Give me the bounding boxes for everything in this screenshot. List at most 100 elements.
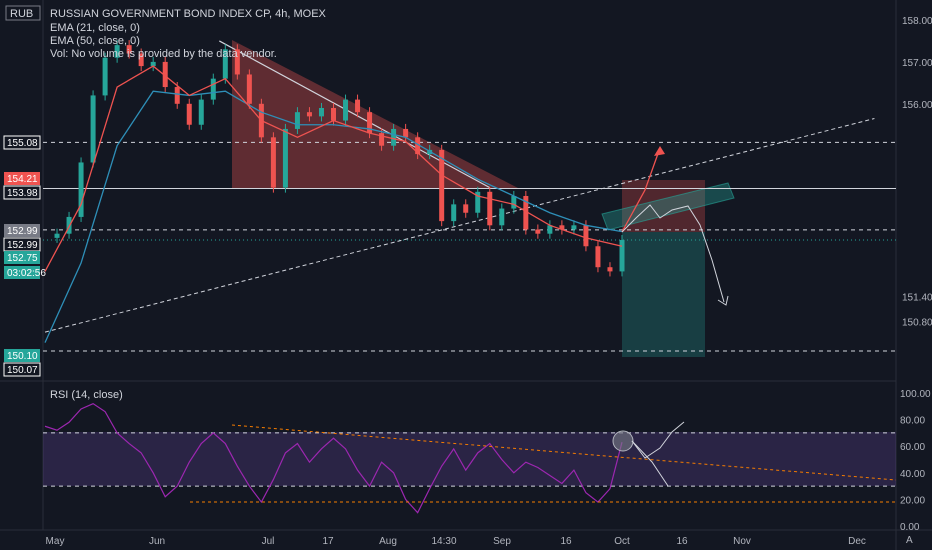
candle-body [282, 128, 288, 188]
price-tick-label: 156.00 [902, 100, 932, 111]
price-badge [4, 224, 40, 237]
candle-body [162, 61, 168, 88]
projected-channel [601, 182, 735, 231]
ema21-legend: EMA (21, close, 0) [50, 22, 140, 34]
rsi-band [43, 432, 896, 486]
rsi-series [43, 402, 896, 514]
price-badge-label: 03:02:56 [7, 268, 46, 279]
candle-body [499, 208, 505, 226]
price-badge-label: 154.21 [7, 174, 38, 185]
candle-body [186, 103, 192, 125]
candle-body [547, 225, 553, 234]
candle-body [415, 137, 421, 155]
price-badge [3, 185, 41, 200]
horizontal-levels [43, 141, 896, 352]
price-badge-label: 150.07 [7, 365, 38, 376]
chart-title: RUSSIAN GOVERNMENT BOND INDEX CP, 4h, MO… [50, 8, 327, 20]
candle-body [331, 107, 336, 121]
time-tick-label: Oct [614, 536, 630, 547]
rsi-title: RSI (14, close) [50, 389, 123, 401]
candle-body [222, 49, 228, 79]
candle-body [318, 107, 324, 117]
candle-body [54, 233, 60, 238]
price-badge-label: 152.75 [7, 253, 38, 264]
rsi-axis[interactable]: 100.00 80.00 60.00 40.00 20.00 0.00 [900, 389, 931, 533]
candle-body [138, 53, 144, 67]
candle-body [355, 99, 361, 113]
price-badge [4, 251, 40, 264]
price-badge [4, 349, 40, 362]
rsi-tick-label: 40.00 [900, 469, 925, 480]
ema21-line [44, 65, 623, 272]
price-tick-label: 157.00 [902, 58, 932, 69]
rsi-up-path [631, 421, 685, 459]
falling-trendline [219, 40, 491, 189]
candle-body [559, 225, 565, 230]
candle-body [439, 149, 445, 222]
candle-body [391, 128, 397, 146]
price-tick-label: 150.80 [902, 318, 932, 329]
time-tick-label: 16 [676, 536, 688, 547]
descending-triangle [232, 40, 518, 188]
rsi-tick-label: 100.00 [900, 389, 931, 400]
price-badge [4, 266, 40, 279]
ema-lines [44, 65, 623, 343]
price-badge-label: 152.99 [7, 240, 38, 251]
time-tick-label: Dec [848, 536, 866, 547]
candle-body [343, 99, 349, 121]
rsi-tick-label: 20.00 [900, 495, 925, 506]
candle-body [475, 191, 481, 213]
time-tick-label: 16 [560, 536, 572, 547]
candle-body [511, 195, 517, 209]
candle-body [619, 239, 625, 272]
time-tick-label: Sep [493, 536, 511, 547]
price-badge [3, 135, 41, 150]
rsi-down-path [631, 440, 669, 487]
price-badge-label: 152.99 [7, 226, 38, 237]
ema50-legend: EMA (50, close, 0) [50, 35, 140, 47]
currency-label: RUB [10, 8, 33, 20]
price-badge-label: 153.98 [7, 188, 38, 199]
rsi-tick-label: 60.00 [900, 442, 925, 453]
candle-body [150, 61, 156, 67]
currency-box [5, 5, 41, 21]
candle-body [403, 128, 409, 138]
bearish-path [621, 204, 725, 303]
rsi-tick-label: 0.00 [900, 522, 920, 533]
candle-body [246, 74, 252, 104]
price-badge-label: 150.10 [7, 351, 38, 362]
price-tick-label: 158.00 [902, 16, 932, 27]
bearish-path-head [717, 295, 729, 306]
price-badge [3, 362, 41, 377]
rsi-marker [612, 430, 634, 452]
price-axis[interactable]: 158.00 157.00 156.00 151.40 150.80 [902, 16, 932, 329]
candle-body [114, 45, 120, 58]
time-axis[interactable]: May Jun Jul 17 Aug 14:30 Sep 16 Oct 16 Nov Dec [46, 536, 866, 547]
time-tick-label: Jun [149, 536, 165, 547]
time-tick-label: May [46, 536, 65, 547]
time-tick-label: 17 [322, 536, 334, 547]
time-tick-label: 14:30 [431, 536, 456, 547]
auto-scale-icon[interactable]: A [906, 535, 913, 546]
bullish-arrow [621, 147, 661, 233]
candle-body [583, 225, 589, 247]
price-tick-label: 151.40 [902, 293, 932, 304]
candle-body [523, 195, 529, 230]
candle-body [451, 204, 457, 222]
price-badges: 155.08 154.21 153.98 152.99 152.99 152.75 03:0… [3, 135, 46, 377]
candle-body [535, 229, 541, 234]
candle-body [571, 225, 577, 230]
time-tick-label: Jul [262, 536, 275, 547]
rsi-tick-label: 80.00 [900, 416, 925, 427]
candle-body [174, 87, 180, 104]
candle-body [126, 45, 132, 54]
candle-body [198, 99, 204, 125]
price-badge-label: 155.08 [7, 138, 38, 149]
candle-body [379, 133, 385, 146]
rising-trendline [44, 117, 875, 333]
candle-body [234, 49, 240, 75]
candle-body [78, 162, 84, 217]
candle-body [90, 95, 96, 163]
